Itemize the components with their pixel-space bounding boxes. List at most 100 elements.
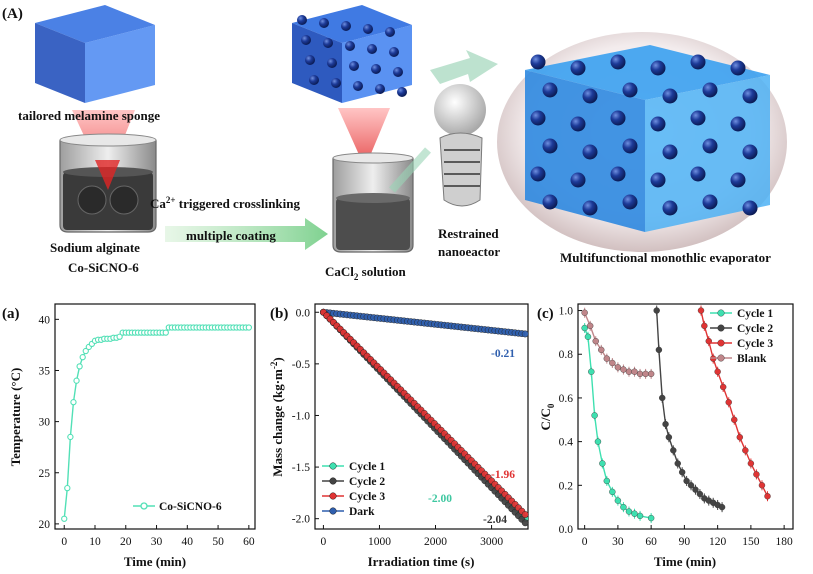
chart-c-point-cycle-2: [683, 477, 690, 485]
chart-a-ytick-label: 35: [39, 365, 51, 377]
chart-b-ytick-label: -1.0: [292, 410, 310, 422]
sphere-decoration: [309, 75, 319, 85]
sponge-label: tailored melamine sponge: [18, 108, 160, 123]
sphere-decoration: [730, 60, 746, 76]
chart-c-point-cycle-1: [599, 460, 606, 467]
sphere-decoration: [650, 60, 666, 76]
chart-b-ytick-label: 0.0: [296, 307, 311, 319]
chart-a-xlabel: Time (min): [124, 554, 186, 569]
sphere-decoration: [582, 88, 598, 104]
annotation-cycle2: -2.04: [483, 514, 507, 526]
chart-c-point-cycle-1: [588, 368, 595, 375]
sphere-decoration: [662, 88, 678, 104]
chart-c-ytick-label: 0.0: [559, 524, 574, 536]
chart-c-ytick-label: 0.4: [559, 437, 574, 449]
sphere-decoration: [570, 116, 586, 132]
chart-c-point-cycle-3: [697, 307, 705, 314]
annotation-dark: -0.21: [491, 348, 515, 360]
sphere-decoration: [742, 144, 758, 160]
chart-c-legend-label: Blank: [737, 353, 767, 365]
chart-c-point-cycle-1: [581, 324, 588, 332]
chart-a-series-line: [63, 326, 249, 519]
chart-c-point-blank: [625, 368, 633, 375]
chart-b-legend-label: Cycle 3: [349, 491, 385, 503]
chart-c-point-cycle-1: [620, 503, 627, 511]
chart-b-xtick-label: 0: [321, 536, 327, 548]
chart-a-point: [162, 329, 169, 336]
curved-arrow-1: [389, 147, 431, 193]
chart-a-point: [70, 399, 77, 406]
sphere-decoration: [301, 35, 311, 45]
sphere-decoration: [570, 172, 586, 188]
chart-a-xtick-label: 30: [151, 536, 163, 548]
sphere-decoration: [385, 27, 395, 37]
sphere-decoration: [730, 116, 746, 132]
chart-c-point-cycle-3: [731, 416, 738, 423]
chart-a-xtick-label: 20: [120, 536, 132, 548]
chart-c-xtick-label: 90: [679, 536, 691, 548]
chart-c-point-cycle-1: [625, 508, 633, 515]
coating-label: multiple coating: [186, 228, 276, 243]
chart-a-point: [116, 333, 123, 340]
chart-c-panel-label: (c): [537, 306, 554, 322]
beaker-cacl2: [332, 152, 414, 253]
chart-c-point-cycle-3: [764, 493, 771, 500]
chart-c-xlabel: Time (min): [654, 554, 716, 569]
sphere-decoration: [542, 138, 558, 154]
chart-c-ytick-label: 0.2: [559, 480, 574, 492]
sphere-decoration: [530, 166, 546, 182]
chart-b-ytick-label: -2.0: [292, 514, 310, 526]
chart-c-point-blank: [581, 309, 588, 316]
co-sicno-label: Co-SiCNO-6: [68, 260, 139, 275]
chart-c-legend-label: Cycle 3: [737, 338, 773, 350]
evaporator-label: Multifunctional monothlic evaporator: [560, 250, 771, 265]
chart-c-xtick-label: 180: [776, 536, 794, 548]
chart-c: (c) 0 30 60 90 120 150 180 0.0 0.2 0.4 0.6 0.8 1.0 T…: [537, 303, 794, 569]
chart-c-point-cycle-1: [614, 497, 622, 504]
sphere-decoration: [662, 200, 678, 216]
sphere-decoration: [622, 194, 638, 210]
ca-suffix: triggered crosslinking: [176, 196, 301, 211]
chart-c-ylabel: C/C0: [538, 403, 556, 430]
chart-c-point-cycle-2: [687, 482, 695, 489]
chart-a-panel-label: (a): [2, 306, 20, 322]
chart-b-frame: [314, 303, 529, 530]
chart-a-legend: Co-SiCNO-6: [133, 501, 222, 513]
schematic-panel-label: (A): [2, 6, 23, 22]
chart-c-legend-marker: [717, 354, 725, 362]
melamine-sponge-illustration: [35, 5, 155, 103]
annotation-cycle3: -1.96: [491, 469, 515, 481]
chart-b-legend-marker: [329, 507, 337, 515]
sphere-decoration: [610, 54, 626, 70]
chart-c-point-cycle-2: [662, 420, 669, 428]
chart-c-point-blank: [647, 370, 655, 378]
chart-a-point: [73, 377, 80, 384]
chart-b-ytick-label: -1.5: [292, 462, 310, 474]
chart-a: (a) 0 10 20 30 40 50 60 20 25 30 35 40 Time (min) T…: [2, 303, 256, 569]
chart-c-xtick-label: 0: [582, 536, 588, 548]
chart-b: (b) 0 1000 2000 3000 -2.0 -1.5 -1.0 -0.5 0.0 Irr…: [269, 303, 529, 569]
sphere-decoration: [582, 200, 598, 216]
cacl-subscript: 2: [354, 272, 359, 282]
chart-b-point-dark: [521, 330, 529, 338]
chart-c-ytick-label: 0.8: [559, 349, 574, 361]
chart-c-xtick-label: 150: [742, 536, 760, 548]
sphere-decoration: [650, 172, 666, 188]
nanoeactor-label: nanoeactor: [438, 244, 500, 259]
sphere-decoration: [363, 24, 373, 34]
chart-c-ytick-label: 0.6: [559, 393, 574, 405]
sphere-decoration: [331, 78, 341, 88]
chart-c-point-cycle-2: [674, 460, 681, 467]
restrained-label: Restrained: [438, 226, 499, 241]
chart-a-point: [79, 354, 86, 361]
chart-b-ylabel-sup: -2: [269, 361, 279, 369]
chart-c-point-cycle-1: [636, 512, 644, 520]
sphere-decoration: [622, 82, 638, 98]
chart-b-ylabel-prefix: Mass change (kg·m: [270, 369, 285, 477]
sphere-decoration: [375, 84, 385, 94]
chart-a-xtick-label: 60: [243, 536, 255, 548]
chart-c-xtick-label: 120: [709, 536, 727, 548]
nanoreactor-illustration: [434, 84, 486, 207]
sphere-decoration: [397, 87, 407, 97]
